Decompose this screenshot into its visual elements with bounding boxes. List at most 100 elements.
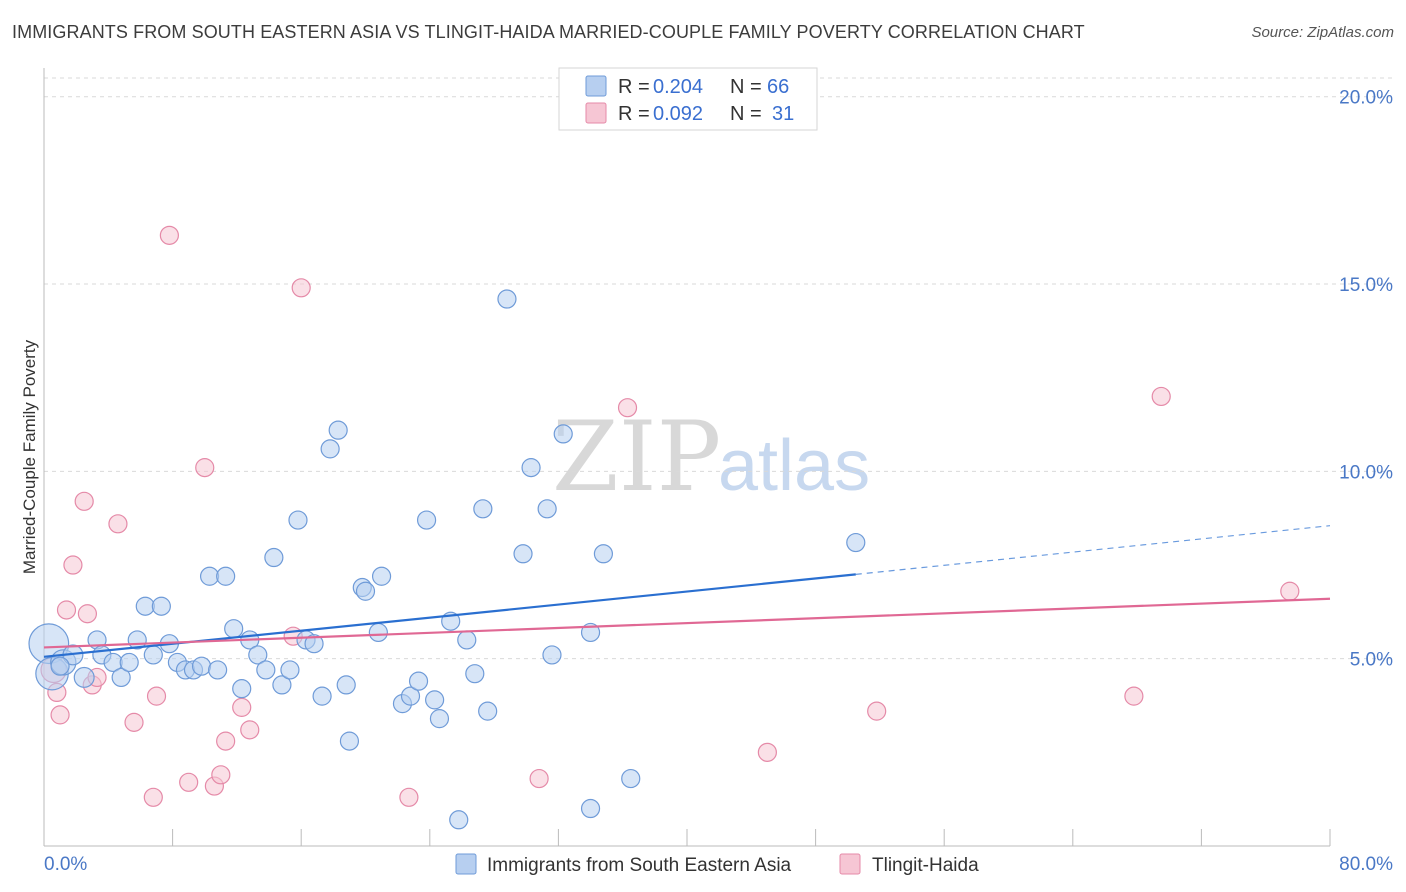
tlingit-haida-point xyxy=(1151,386,1171,407)
tlingit-haida-point xyxy=(63,555,83,575)
tlingit-haida-point xyxy=(50,705,70,725)
tlingit-haida-point xyxy=(399,787,419,807)
chart-title: IMMIGRANTS FROM SOUTH EASTERN ASIA VS TL… xyxy=(12,22,1085,42)
immigrants-point xyxy=(288,510,308,530)
immigrants-point xyxy=(368,622,388,643)
legend-n-label-blue: N = xyxy=(730,76,762,98)
y-tick-label: 15.0% xyxy=(1339,275,1393,296)
immigrants-point xyxy=(580,798,601,819)
immigrants-point xyxy=(216,566,236,586)
immigrants-point xyxy=(50,656,70,676)
immigrants-point xyxy=(272,675,292,695)
bottom-legend-label-pink: Tlingit-Haida xyxy=(872,855,979,876)
legend-r-value-pink: 0.092 xyxy=(653,103,703,125)
immigrants-trend-extension xyxy=(855,525,1331,575)
immigrants-point xyxy=(593,544,614,564)
immigrants-point xyxy=(408,671,429,691)
tlingit-haida-point xyxy=(291,278,311,298)
immigrants-point xyxy=(264,547,284,568)
immigrants-point xyxy=(465,664,485,684)
immigrants-trend-line xyxy=(43,573,856,658)
tlingit-haida-point xyxy=(211,765,231,785)
bottom-legend-swatch-pink xyxy=(839,853,861,875)
immigrants-point xyxy=(111,667,131,688)
tlingit-haida-point xyxy=(195,458,215,478)
legend-n-value-blue: 66 xyxy=(767,76,789,98)
correlation-legend: R = 0.204 N = 66 R = 0.092 N = 31 xyxy=(558,67,818,131)
tlingit-haida-points xyxy=(40,225,1300,807)
immigrants-points xyxy=(28,289,866,830)
legend-n-value-pink: 31 xyxy=(772,103,794,125)
tlingit-haida-point xyxy=(1280,581,1300,601)
immigrants-point xyxy=(280,660,300,680)
legend-r-label-blue: R = xyxy=(618,76,650,98)
x-tick-label: 0.0% xyxy=(44,854,87,875)
watermark-zip: ZIP xyxy=(552,401,721,513)
immigrants-point xyxy=(232,679,252,699)
tlingit-haida-point xyxy=(1124,686,1144,706)
tlingit-haida-point xyxy=(179,772,199,792)
immigrants-point xyxy=(449,810,469,830)
tlingit-haida-point xyxy=(240,720,260,740)
tlingit-haida-point xyxy=(143,787,163,807)
tlingit-haida-point xyxy=(74,491,94,511)
legend-n-label-pink: N = xyxy=(730,103,762,125)
immigrants-point xyxy=(320,439,340,459)
immigrants-point xyxy=(478,701,498,721)
x-tick-label: 80.0% xyxy=(1339,854,1393,875)
immigrants-point xyxy=(553,424,573,444)
immigrants-point xyxy=(425,690,445,710)
tlingit-haida-point xyxy=(108,514,128,534)
immigrants-point xyxy=(542,645,562,665)
tlingit-haida-point xyxy=(617,398,638,418)
legend-r-value-blue: 0.204 xyxy=(653,76,703,98)
tlingit-haida-point xyxy=(77,604,98,624)
immigrants-point xyxy=(416,510,437,530)
immigrants-point xyxy=(457,630,477,650)
tlingit-haida-point xyxy=(232,697,252,717)
immigrants-point xyxy=(621,768,641,789)
immigrants-point xyxy=(73,666,95,688)
immigrants-point xyxy=(304,634,324,654)
tlingit-haida-point xyxy=(124,712,144,732)
immigrants-point xyxy=(846,532,866,553)
watermark: ZIP atlas xyxy=(552,401,870,513)
immigrants-point xyxy=(371,566,392,586)
immigrants-point xyxy=(336,675,356,695)
immigrants-point xyxy=(191,656,212,676)
tlingit-haida-point xyxy=(757,742,777,762)
immigrants-point xyxy=(256,660,276,680)
tlingit-haida-point xyxy=(529,768,549,789)
grid-lines xyxy=(44,77,1394,660)
trend-lines xyxy=(43,525,1331,658)
axes xyxy=(43,68,1331,847)
legend-r-label-pink: R = xyxy=(618,103,650,125)
tlingit-haida-point xyxy=(146,686,167,706)
bottom-legend-swatch-blue xyxy=(455,853,477,875)
bottom-legend-label-blue: Immigrants from South Eastern Asia xyxy=(487,855,792,876)
source-credit: Source: ZipAtlas.com xyxy=(1251,24,1394,41)
immigrants-point xyxy=(119,652,139,673)
tlingit-haida-point xyxy=(159,225,179,245)
tlingit-haida-point xyxy=(867,701,887,721)
immigrants-point xyxy=(513,544,533,564)
immigrants-point xyxy=(208,660,228,680)
immigrants-point xyxy=(328,420,348,440)
y-tick-label: 20.0% xyxy=(1339,88,1393,109)
watermark-atlas: atlas xyxy=(718,426,870,506)
immigrants-point xyxy=(339,731,360,751)
immigrants-point xyxy=(312,686,332,706)
immigrants-point xyxy=(143,645,163,665)
immigrants-point xyxy=(135,596,155,616)
immigrants-point xyxy=(497,289,517,309)
immigrants-point xyxy=(537,499,557,519)
immigrants-point xyxy=(473,499,493,519)
y-axis-label: Married-Couple Family Poverty xyxy=(20,339,39,574)
legend-swatch-blue xyxy=(585,75,607,97)
x-tick-labels: 0.0% 80.0% xyxy=(44,854,1393,875)
immigrants-point xyxy=(521,458,541,478)
immigrants-point xyxy=(248,645,268,665)
legend-swatch-pink xyxy=(585,102,607,124)
series-legend: Immigrants from South Eastern Asia Tling… xyxy=(455,853,979,876)
